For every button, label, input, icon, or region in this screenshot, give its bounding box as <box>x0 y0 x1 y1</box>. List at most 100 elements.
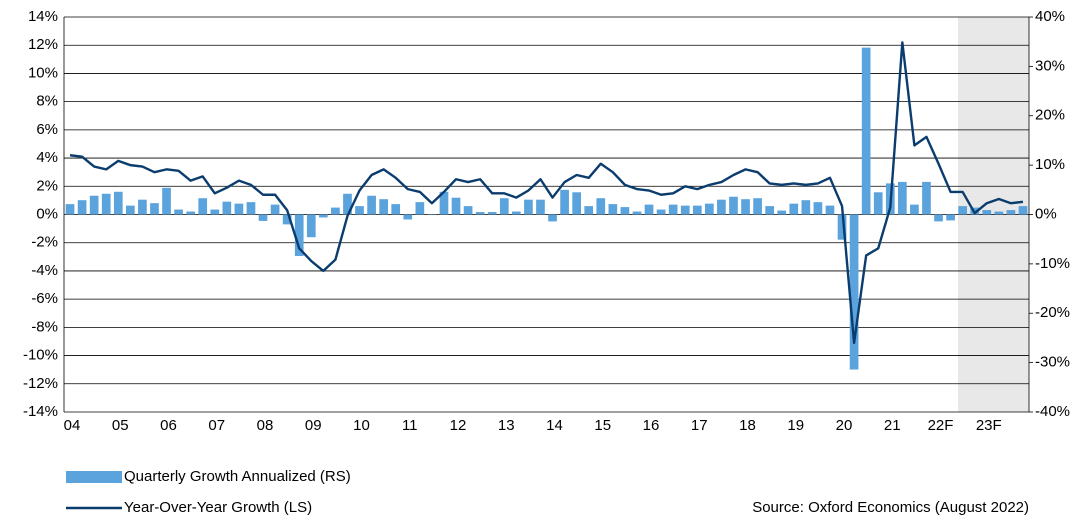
bar <box>741 199 750 214</box>
bar <box>126 206 135 215</box>
y-tick-label: 4% <box>36 149 58 166</box>
bar <box>705 204 714 215</box>
y-tick-label: -2% <box>31 234 58 251</box>
y2-tick-label: 20% <box>1035 107 1065 124</box>
bar <box>391 204 400 214</box>
y2-tick-label: 10% <box>1035 156 1065 173</box>
bar <box>826 206 835 215</box>
bar <box>609 204 618 214</box>
bar <box>403 215 412 220</box>
bar <box>910 205 919 215</box>
bar <box>729 197 738 215</box>
bar <box>174 210 183 215</box>
x-tick-label: 12 <box>450 417 467 434</box>
y-tick-label: 8% <box>36 93 58 110</box>
bar <box>476 212 485 214</box>
bar <box>524 200 533 215</box>
y2-tick-label: -40% <box>1035 403 1070 420</box>
bar <box>681 206 690 215</box>
bar <box>259 215 268 221</box>
bar <box>560 190 569 215</box>
bar <box>307 215 316 238</box>
y2-tick-label: 40% <box>1035 8 1065 25</box>
x-tick-label: 21 <box>884 417 901 434</box>
bar <box>367 196 376 215</box>
x-tick-label: 09 <box>305 417 322 434</box>
x-tick-label: 15 <box>594 417 611 434</box>
y-tick-label: -4% <box>31 262 58 279</box>
x-tick-label: 07 <box>208 417 225 434</box>
y-tick-label: 12% <box>28 36 58 53</box>
bar <box>717 200 726 215</box>
bar <box>210 210 219 215</box>
source: Source: Oxford Economics (August 2022) <box>752 499 1029 516</box>
bar <box>584 206 593 214</box>
bar <box>452 198 461 215</box>
x-tick-label: 23F <box>976 417 1002 434</box>
legend-label: Quarterly Growth Annualized (RS) <box>124 468 351 485</box>
bar <box>862 48 871 215</box>
bar <box>198 198 207 214</box>
x-tick-label: 16 <box>643 417 660 434</box>
bar <box>90 196 99 215</box>
bar <box>416 202 425 214</box>
bar <box>621 207 630 214</box>
bar <box>186 212 195 215</box>
bar <box>633 212 642 215</box>
x-tick-label: 17 <box>691 417 708 434</box>
y-tick-label: 10% <box>28 64 58 81</box>
bar <box>271 205 280 215</box>
x-tick-label: 05 <box>112 417 129 434</box>
bar <box>138 200 147 215</box>
y-tick-label: -10% <box>23 347 58 364</box>
bar <box>102 194 111 215</box>
x-tick-label: 10 <box>353 417 370 434</box>
bar <box>753 198 762 214</box>
bar <box>765 206 774 214</box>
bar <box>982 210 991 214</box>
bar <box>898 182 907 215</box>
bar <box>331 208 340 215</box>
bar <box>850 215 859 370</box>
y-tick-label: -6% <box>31 290 58 307</box>
bar <box>693 206 702 215</box>
bar <box>488 212 497 214</box>
y-tick-label: -12% <box>23 375 58 392</box>
bar <box>536 200 545 215</box>
bar <box>657 210 666 215</box>
bar <box>669 205 678 215</box>
bar <box>1019 206 1028 214</box>
x-tick-label: 19 <box>787 417 804 434</box>
bar <box>150 203 159 214</box>
x-tick-label: 20 <box>836 417 853 434</box>
x-tick-label: 13 <box>498 417 515 434</box>
bar <box>235 204 244 215</box>
bar <box>500 198 509 214</box>
bar <box>777 211 786 215</box>
legend-label: Year-Over-Year Growth (LS) <box>124 499 312 516</box>
x-tick-label: 04 <box>64 417 81 434</box>
bar <box>1007 210 1016 214</box>
bar <box>114 192 123 215</box>
x-tick-label: 14 <box>546 417 563 434</box>
x-tick-label: 11 <box>402 417 418 434</box>
x-tick-label: 22F <box>928 417 954 434</box>
bar <box>814 202 823 214</box>
bar <box>802 200 811 214</box>
bar <box>922 182 931 215</box>
y-tick-label: 0% <box>36 205 58 222</box>
bar <box>319 215 328 218</box>
bar <box>946 215 955 221</box>
bar <box>789 204 798 215</box>
bar <box>645 205 654 215</box>
x-tick-label: 18 <box>739 417 756 434</box>
bar <box>379 199 388 214</box>
bar <box>66 204 75 214</box>
bar <box>995 212 1004 215</box>
y2-tick-label: -20% <box>1035 304 1070 321</box>
y-tick-label: 6% <box>36 121 58 138</box>
bar <box>548 215 557 222</box>
bar <box>223 202 232 215</box>
bar <box>596 198 605 214</box>
